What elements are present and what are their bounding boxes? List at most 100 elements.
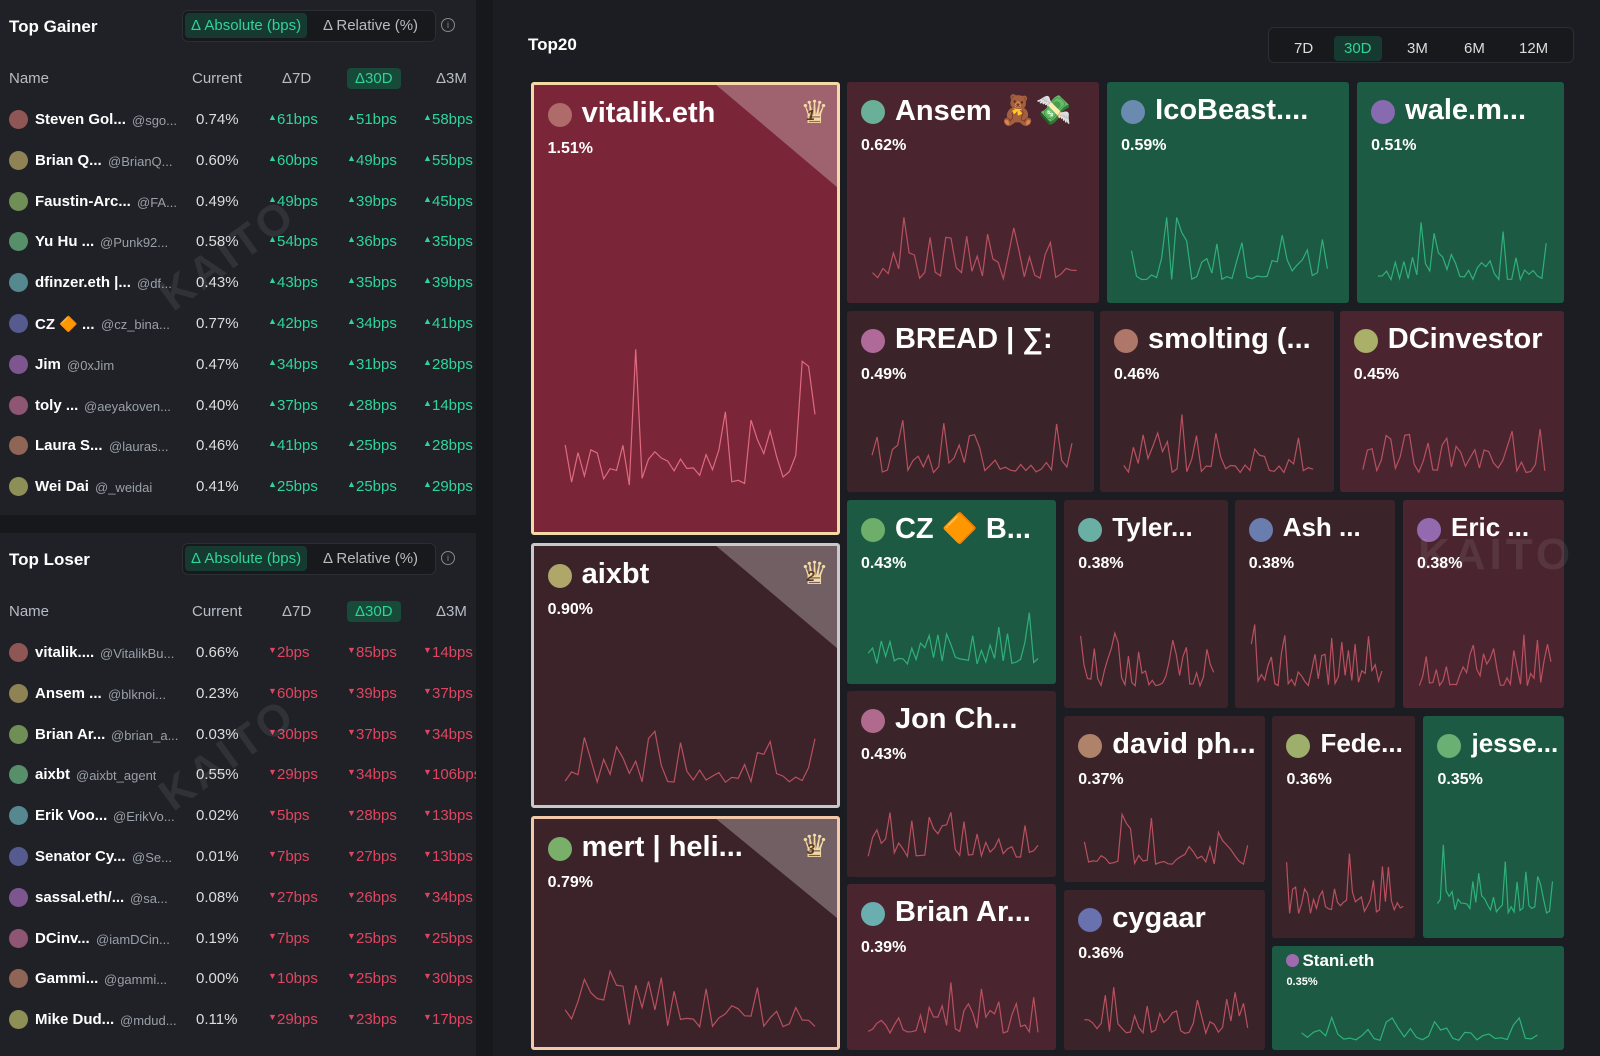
change: 34bps: [277, 355, 318, 373]
period-button[interactable]: 7D: [1294, 40, 1314, 57]
crown: ♛: [800, 93, 829, 130]
tile[interactable]: david ph... 0.37%: [1064, 716, 1266, 882]
row-name[interactable]: Wei Dai: [35, 478, 89, 496]
period-button[interactable]: 30D: [1334, 36, 1382, 61]
row-name[interactable]: toly ...: [35, 396, 79, 414]
current: 0.60%: [196, 151, 239, 169]
tile-value: 0.43%: [860, 745, 907, 763]
row-name[interactable]: CZ 🔶 ...: [35, 316, 95, 333]
tile[interactable]: IcoBeast.... 0.59%: [1107, 81, 1350, 304]
avatar: [9, 191, 28, 211]
change-arrow: ▼: [268, 685, 277, 696]
row-name[interactable]: Brian Ar...: [35, 725, 106, 743]
row-handle: @iamDCin...: [96, 931, 170, 947]
period-button[interactable]: 3M: [1407, 40, 1428, 57]
row-name[interactable]: Gammi...: [35, 970, 99, 988]
change-arrow: ▼: [347, 685, 356, 696]
row-name[interactable]: Mike Dud...: [35, 1011, 115, 1029]
row-name[interactable]: Senator Cy...: [35, 848, 126, 865]
tile[interactable]: BREAD | ∑: 0.49%: [846, 311, 1094, 492]
row-name[interactable]: Erik Voo...: [35, 807, 108, 825]
sparkline: [867, 811, 1039, 859]
tile[interactable]: Jon Ch... 0.43%: [846, 690, 1057, 877]
row-name[interactable]: sassal.eth/...: [35, 888, 125, 906]
rank: 2: [806, 567, 815, 585]
tile[interactable]: ♛ 1 vitalik.eth 1.51%: [530, 81, 840, 535]
row-name[interactable]: dfinzer.eth |...: [35, 274, 131, 292]
row-handle: @Punk92...: [100, 235, 169, 251]
row-name[interactable]: Yu Hu ...: [35, 233, 95, 251]
row-name[interactable]: Jim: [35, 355, 61, 373]
change: 37bps: [432, 684, 473, 702]
tile[interactable]: Brian Ar... 0.39%: [846, 883, 1057, 1051]
change: 34bps: [356, 766, 397, 784]
row-name[interactable]: Laura S...: [35, 437, 103, 455]
row-name[interactable]: Steven Gol...: [35, 111, 126, 128]
tile[interactable]: ♛ 3 mert | heli... 0.79%: [530, 816, 840, 1051]
tile-name: Ash ...: [1282, 512, 1361, 542]
tile[interactable]: cygaar 0.36%: [1064, 889, 1266, 1051]
current: 0.66%: [196, 644, 239, 661]
tile[interactable]: ♛ 2 aixbt 0.90%: [530, 542, 840, 809]
change-arrow: ▼: [347, 889, 356, 900]
change: 28bps: [356, 396, 397, 414]
change: 25bps: [356, 929, 397, 947]
tile[interactable]: Stani.eth 0.35%: [1272, 945, 1565, 1051]
tile[interactable]: Eric ... 0.38%: [1403, 500, 1565, 709]
tile[interactable]: jesse... 0.35%: [1423, 716, 1565, 938]
sparkline: [1286, 853, 1405, 914]
period-button[interactable]: 6M: [1464, 40, 1485, 57]
period-button[interactable]: 12M: [1519, 40, 1549, 57]
sparkline: [564, 84, 837, 485]
change: 13bps: [432, 848, 473, 865]
tile[interactable]: Ash ... 0.38%: [1234, 500, 1395, 709]
tile[interactable]: Fede... 0.36%: [1272, 716, 1416, 938]
column-header[interactable]: Δ3M: [436, 603, 467, 620]
table-panel: Top Loser Δ Absolute (bps) Δ Relative (%) i…: [0, 533, 476, 1056]
row-name[interactable]: aixbt: [35, 766, 71, 784]
column-header[interactable]: Δ3M: [436, 70, 467, 87]
tile-name: CZ 🔶 B...: [894, 513, 1031, 545]
tile[interactable]: DCinvestor 0.45%: [1339, 311, 1565, 492]
row-name[interactable]: Ansem ...: [35, 684, 102, 702]
avatar: [9, 395, 28, 415]
column-header[interactable]: Δ30D: [347, 601, 401, 622]
tile[interactable]: smolting (... 0.46%: [1100, 311, 1334, 492]
row-name[interactable]: vitalik....: [35, 644, 95, 661]
tile-value: 0.38%: [1248, 555, 1295, 572]
row-name[interactable]: Faustin-Arc...: [35, 192, 131, 210]
change-arrow: ▲: [423, 112, 432, 122]
tile-name: Stani.eth: [1302, 950, 1375, 970]
avatar: [1417, 518, 1442, 542]
change-arrow: ▼: [423, 930, 432, 941]
row-name[interactable]: DCinv...: [35, 929, 90, 947]
tab[interactable]: Δ Absolute (bps): [185, 546, 308, 571]
row-handle: @VitalikBu...: [100, 646, 175, 661]
tab[interactable]: Δ Relative (%): [323, 17, 419, 34]
tab[interactable]: Δ Relative (%): [323, 550, 419, 567]
change: 39bps: [356, 192, 397, 210]
column-header[interactable]: Δ7D: [282, 70, 312, 87]
change: 5bps: [277, 807, 310, 825]
column-header[interactable]: Current: [192, 70, 243, 87]
change-arrow: ▲: [268, 316, 277, 326]
tab[interactable]: Δ Absolute (bps): [185, 13, 308, 38]
change-arrow: ▼: [423, 767, 432, 778]
change: 60bps: [277, 684, 318, 702]
avatar: [9, 928, 28, 948]
tile[interactable]: CZ 🔶 B... 0.43%: [846, 500, 1057, 684]
column-header[interactable]: Current: [192, 603, 243, 620]
crown: ♛: [800, 828, 829, 865]
tile[interactable]: Tyler... 0.38%: [1064, 500, 1228, 709]
tile[interactable]: wale.m... 0.51%: [1357, 81, 1565, 304]
current: 0.41%: [196, 478, 239, 496]
change-arrow: ▼: [347, 971, 356, 982]
column-header[interactable]: Δ30D: [347, 68, 401, 89]
sparkline: [871, 420, 1073, 474]
tile[interactable]: Ansem 🧸💸 0.62%: [846, 81, 1100, 304]
change-arrow: ▼: [268, 971, 277, 982]
row-handle: @cz_bina...: [101, 317, 170, 332]
column-header[interactable]: Δ7D: [282, 603, 312, 620]
top20-area: Top20 7D 30D 3M 6M 12M ♛ 1 vitalik.eth 1.51% ♛ 2 a…: [493, 0, 1600, 1056]
row-name[interactable]: Brian Q...: [35, 151, 102, 169]
